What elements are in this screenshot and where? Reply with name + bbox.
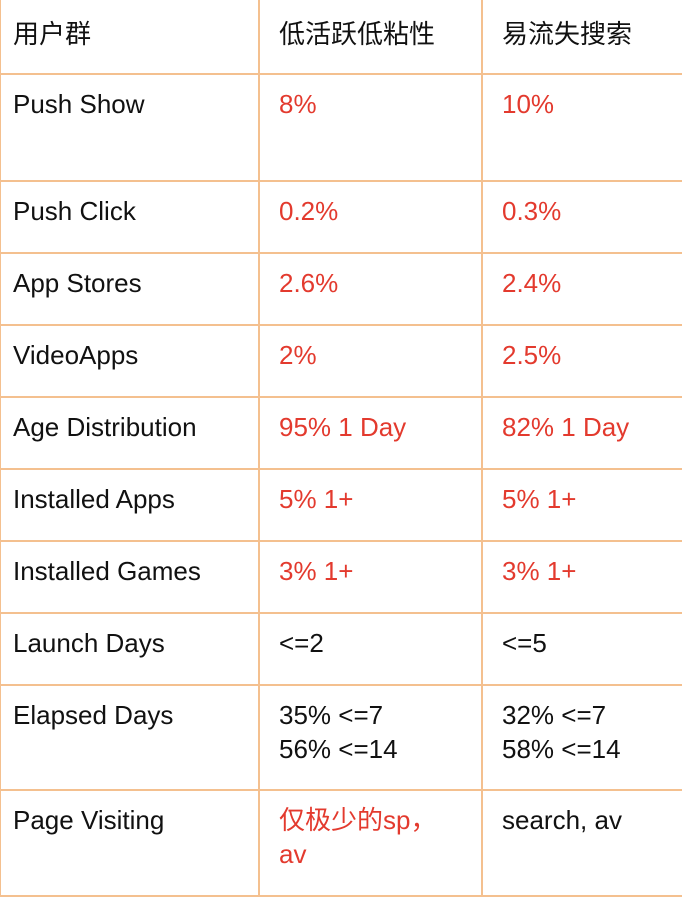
value-cell: 2.4%: [481, 252, 682, 326]
header-label: 用户群: [13, 19, 92, 49]
table-row: Push Show 8% 10%: [0, 73, 682, 182]
table-row: Installed Games 3% 1+ 3% 1+: [0, 540, 682, 614]
table-row: App Stores 2.6% 2.4%: [0, 252, 682, 326]
value-cell: 3% 1+: [481, 540, 682, 614]
cell-value: 8%: [279, 89, 317, 119]
table-row: Push Click 0.2% 0.3%: [0, 180, 682, 254]
header-cell-user-group: 用户群: [0, 0, 260, 75]
value-cell: 0.3%: [481, 180, 682, 254]
table-header-row: 用户群 低活跃低粘性 易流失搜索: [0, 0, 682, 75]
value-cell: <=2: [258, 612, 483, 686]
cell-value: 32% <=7 58% <=14: [502, 700, 621, 764]
row-label-cell: Elapsed Days: [0, 684, 260, 791]
row-label: Installed Apps: [13, 484, 175, 514]
row-label-cell: Push Show: [0, 73, 260, 182]
cell-value: 2.5%: [502, 340, 562, 370]
cell-value: 35% <=7 56% <=14: [279, 700, 398, 764]
value-cell: 2.6%: [258, 252, 483, 326]
value-cell: 10%: [481, 73, 682, 182]
value-cell: 5% 1+: [258, 468, 483, 542]
cell-value: 0.3%: [502, 196, 562, 226]
cell-value: 2%: [279, 340, 317, 370]
row-label: Age Distribution: [13, 412, 197, 442]
row-label: Page Visiting: [13, 805, 165, 835]
cell-value: 3% 1+: [502, 556, 577, 586]
header-cell-low-activity: 低活跃低粘性: [258, 0, 483, 75]
row-label-cell: Push Click: [0, 180, 260, 254]
cell-value: 2.6%: [279, 268, 339, 298]
cell-value: 95% 1 Day: [279, 412, 407, 442]
row-label-cell: Launch Days: [0, 612, 260, 686]
table-row: Installed Apps 5% 1+ 5% 1+: [0, 468, 682, 542]
row-label: Installed Games: [13, 556, 201, 586]
row-label-cell: Installed Apps: [0, 468, 260, 542]
row-label: Push Show: [13, 89, 145, 119]
value-cell: 0.2%: [258, 180, 483, 254]
cell-value: 仅极少的sp， av: [279, 805, 437, 869]
table-row: Page Visiting 仅极少的sp， av search, av: [0, 789, 682, 897]
table-row: Elapsed Days 35% <=7 56% <=14 32% <=7 58…: [0, 684, 682, 791]
value-cell: 3% 1+: [258, 540, 483, 614]
value-cell: 82% 1 Day: [481, 396, 682, 470]
header-label: 易流失搜索: [502, 19, 633, 49]
table-row: Age Distribution 95% 1 Day 82% 1 Day: [0, 396, 682, 470]
value-cell: 仅极少的sp， av: [258, 789, 483, 897]
value-cell: 2.5%: [481, 324, 682, 398]
row-label-cell: VideoApps: [0, 324, 260, 398]
cell-value: 10%: [502, 89, 555, 119]
row-label-cell: Page Visiting: [0, 789, 260, 897]
value-cell: 35% <=7 56% <=14: [258, 684, 483, 791]
cell-value: 2.4%: [502, 268, 562, 298]
cell-value: 5% 1+: [279, 484, 354, 514]
value-cell: 8%: [258, 73, 483, 182]
row-label-cell: Installed Games: [0, 540, 260, 614]
row-label: Push Click: [13, 196, 136, 226]
cell-value: 0.2%: [279, 196, 339, 226]
value-cell: 2%: [258, 324, 483, 398]
value-cell: 32% <=7 58% <=14: [481, 684, 682, 791]
value-cell: 95% 1 Day: [258, 396, 483, 470]
cell-value: <=2: [279, 628, 324, 658]
table-row: Launch Days <=2 <=5: [0, 612, 682, 686]
row-label-cell: App Stores: [0, 252, 260, 326]
cell-value: 82% 1 Day: [502, 412, 630, 442]
header-cell-churn-search: 易流失搜索: [481, 0, 682, 75]
cell-value: <=5: [502, 628, 547, 658]
row-label: Elapsed Days: [13, 700, 174, 730]
row-label: VideoApps: [13, 340, 139, 370]
value-cell: <=5: [481, 612, 682, 686]
row-label-cell: Age Distribution: [0, 396, 260, 470]
value-cell: search, av: [481, 789, 682, 897]
cell-value: search, av: [502, 805, 622, 835]
row-label: App Stores: [13, 268, 142, 298]
row-label: Launch Days: [13, 628, 165, 658]
value-cell: 5% 1+: [481, 468, 682, 542]
cell-value: 5% 1+: [502, 484, 577, 514]
cell-value: 3% 1+: [279, 556, 354, 586]
header-label: 低活跃低粘性: [279, 19, 436, 49]
table-row: VideoApps 2% 2.5%: [0, 324, 682, 398]
